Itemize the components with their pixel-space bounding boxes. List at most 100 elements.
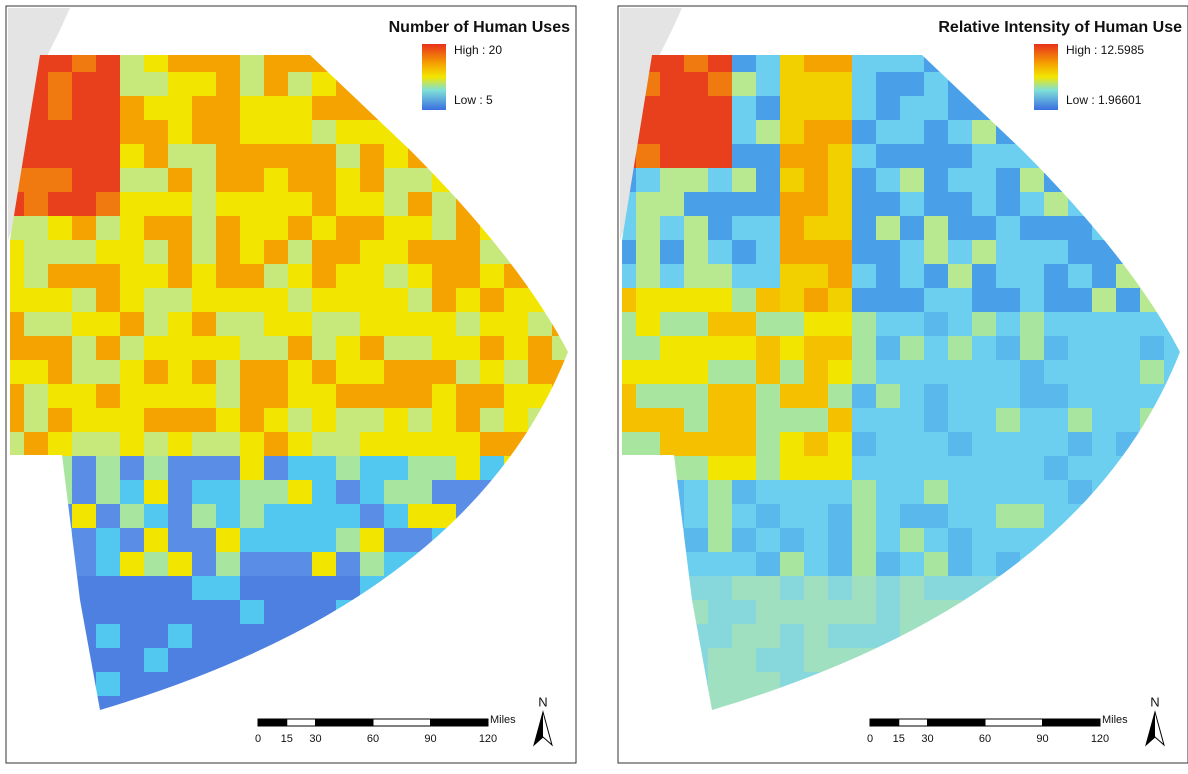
grid-cell xyxy=(144,480,168,504)
grid-cell xyxy=(732,264,756,288)
grid-cell xyxy=(1092,432,1116,456)
grid-cell xyxy=(360,432,384,456)
grid-cell xyxy=(1020,240,1044,264)
grid-cell xyxy=(72,528,96,552)
grid-cell xyxy=(504,336,528,360)
grid-cell xyxy=(480,264,504,288)
grid-cell xyxy=(684,96,708,120)
grid-cell xyxy=(144,600,168,624)
grid-cell xyxy=(1044,240,1068,264)
grid-cell xyxy=(384,432,408,456)
grid-cell xyxy=(456,408,480,432)
grid-cell xyxy=(336,240,360,264)
grid-cell xyxy=(852,96,876,120)
grid-cell xyxy=(660,96,684,120)
grid-cell xyxy=(96,55,120,72)
scale-segment xyxy=(315,719,373,726)
grid-cell xyxy=(852,408,876,432)
grid-cell xyxy=(1116,408,1140,432)
grid-cell xyxy=(972,312,996,336)
grid-cell xyxy=(240,264,264,288)
grid-cell xyxy=(900,384,924,408)
grid-cell xyxy=(780,192,804,216)
grid-cell xyxy=(120,168,144,192)
grid-cell xyxy=(972,240,996,264)
grid-cell xyxy=(384,456,408,480)
grid-cell xyxy=(732,168,756,192)
grid-cell xyxy=(120,120,144,144)
scale-segment xyxy=(870,719,899,726)
grid-cell xyxy=(192,624,216,648)
grid-cell xyxy=(96,216,120,240)
grid-cell xyxy=(636,312,660,336)
grid-cell xyxy=(660,216,684,240)
grid-cell xyxy=(264,432,288,456)
grid-cell xyxy=(622,312,636,336)
grid-cell xyxy=(216,120,240,144)
legend-low: Low : 5 xyxy=(454,93,493,107)
map-panel: Relative Intensity of Human Use High : 12… xyxy=(617,5,1188,764)
grid-cell xyxy=(72,55,96,72)
grid-cell xyxy=(168,120,192,144)
grid-cell xyxy=(96,504,120,528)
grid-cell xyxy=(240,480,264,504)
grid-cell xyxy=(336,96,360,120)
grid-cell xyxy=(168,576,192,600)
grid-cell xyxy=(432,432,456,456)
grid-cell xyxy=(192,240,216,264)
grid-cell xyxy=(948,456,972,480)
grid-cell xyxy=(780,55,804,72)
grid-cell xyxy=(756,384,780,408)
grid-cell xyxy=(264,456,288,480)
scale-unit: Miles xyxy=(490,714,516,726)
grid-cell xyxy=(1068,456,1092,480)
grid-cell xyxy=(120,432,144,456)
grid-cell xyxy=(48,192,72,216)
grid-cell xyxy=(1044,312,1068,336)
grid-cell xyxy=(312,264,336,288)
grid-cell xyxy=(120,624,144,648)
grid-cell xyxy=(432,192,456,216)
grid-cell xyxy=(408,504,432,528)
grid-cell xyxy=(360,192,384,216)
grid-cell xyxy=(312,312,336,336)
grid-cell xyxy=(972,360,996,384)
grid-cell xyxy=(144,312,168,336)
grid-cell xyxy=(168,168,192,192)
grid-cell xyxy=(144,528,168,552)
grid-cell xyxy=(1068,384,1092,408)
grid-cell xyxy=(900,600,924,624)
grid-cell xyxy=(924,264,948,288)
grid-cell xyxy=(852,432,876,456)
grid-cell xyxy=(756,216,780,240)
grid-cell xyxy=(216,432,240,456)
grid-cell xyxy=(96,528,120,552)
grid-cell xyxy=(780,144,804,168)
grid-cell xyxy=(996,336,1020,360)
grid-cell xyxy=(924,168,948,192)
grid-cell xyxy=(1092,384,1116,408)
grid-cell xyxy=(900,240,924,264)
grid-cell xyxy=(264,55,288,72)
grid-cell xyxy=(264,72,288,96)
grid-cell xyxy=(828,360,852,384)
grid-cell xyxy=(708,72,732,96)
scale-label: 15 xyxy=(893,733,905,745)
grid-cell xyxy=(756,144,780,168)
grid-cell xyxy=(408,168,432,192)
legend-high: High : 20 xyxy=(454,43,502,57)
grid-cell xyxy=(288,192,312,216)
grid-cell xyxy=(972,504,996,528)
grid-cell xyxy=(216,384,240,408)
north-arrow-half xyxy=(1146,712,1155,745)
grid-cell xyxy=(456,384,480,408)
grid-cell xyxy=(408,456,432,480)
grid-cell xyxy=(660,288,684,312)
grid-cell xyxy=(264,576,288,600)
grid-cell xyxy=(384,504,408,528)
grid-cell xyxy=(576,168,600,192)
grid-cell xyxy=(504,288,528,312)
grid-cell xyxy=(408,312,432,336)
grid-cell xyxy=(780,240,804,264)
scale-segment xyxy=(927,719,985,726)
